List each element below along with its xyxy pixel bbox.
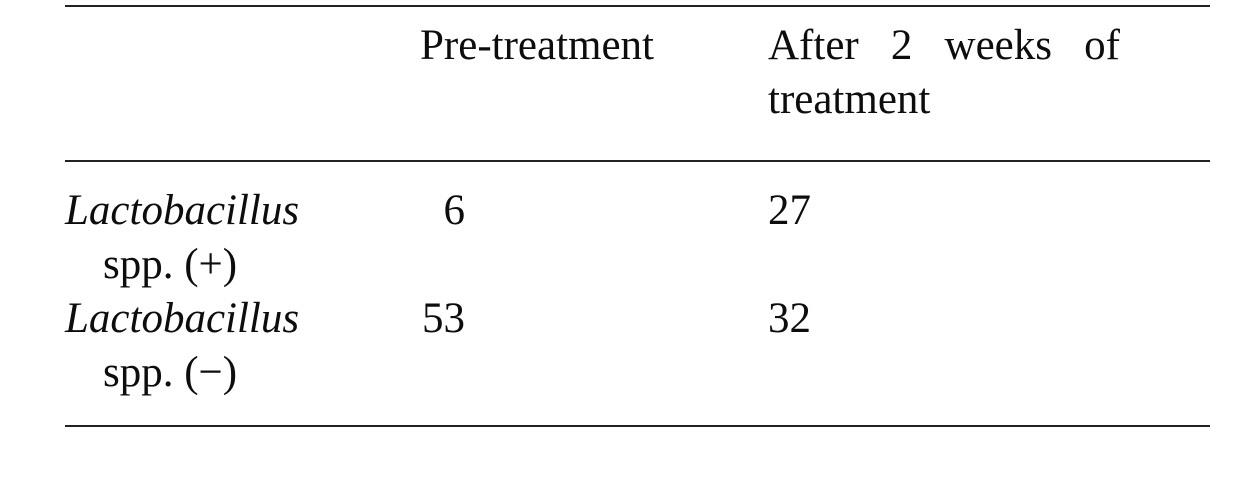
table-header-row: Pre-treatment After 2 weeks of treatment — [65, 7, 1210, 160]
row-pre-treatment-cell: 6 — [420, 184, 768, 292]
header-pre-treatment: Pre-treatment — [420, 22, 655, 69]
after-treatment-value: 32 — [768, 295, 811, 342]
row-pre-treatment-cell: 53 — [420, 292, 768, 400]
header-after-treatment: After 2 weeks of treatment — [768, 22, 1120, 123]
row-suffix-label: spp. (−) — [103, 349, 238, 396]
after-treatment-value: 27 — [768, 187, 811, 234]
header-row-label-cell — [65, 19, 420, 160]
table-top-rule — [65, 5, 1210, 7]
pre-treatment-value: 53 — [422, 295, 465, 342]
row-genus-label: Lactobacillus — [65, 187, 300, 234]
results-table: Pre-treatment After 2 weeks of treatment… — [65, 5, 1210, 427]
header-after-treatment-cell: After 2 weeks of treatment — [768, 19, 1210, 160]
pre-treatment-value: 6 — [443, 187, 466, 234]
table-body: Lactobacillus spp. (+) 6 27 Lactobacillu… — [65, 162, 1210, 425]
row-suffix-label: spp. (+) — [103, 241, 238, 288]
row-genus-label: Lactobacillus — [65, 295, 300, 342]
table-mid-rule — [65, 160, 1210, 162]
table-row: Lactobacillus spp. (−) 53 32 — [65, 292, 1210, 400]
table-row: Lactobacillus spp. (+) 6 27 — [65, 184, 1210, 292]
row-label-cell: Lactobacillus spp. (+) — [65, 184, 420, 292]
table-bottom-rule — [65, 425, 1210, 427]
row-label-cell: Lactobacillus spp. (−) — [65, 292, 420, 400]
